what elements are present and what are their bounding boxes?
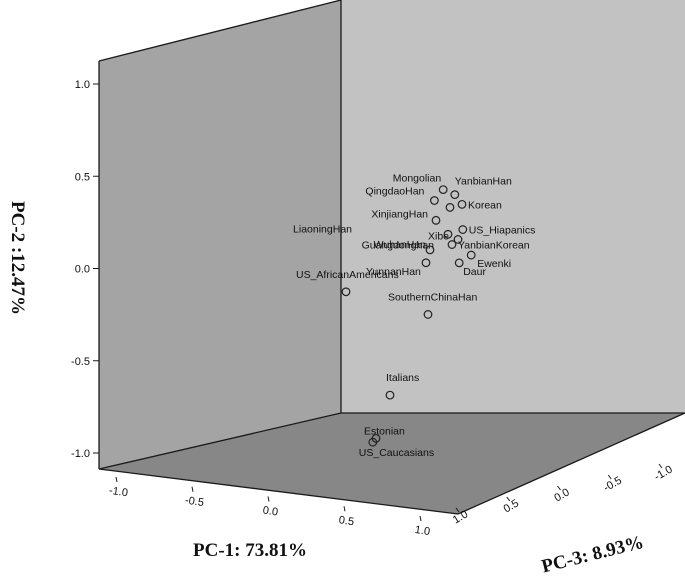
y-axis-title: PC-2 :12.47% xyxy=(7,201,28,315)
scatter-point: QingdaoHan xyxy=(365,186,439,205)
data-points: Mongolian YanbianHan QingdaoHan XinjiangHan… xyxy=(293,173,535,460)
x-tick-label: -0.5 xyxy=(184,495,204,510)
point-label: Korean xyxy=(468,199,502,211)
scatter-point: US_AfricanAmericans xyxy=(296,269,399,297)
point-marker xyxy=(466,250,476,260)
x-tick-label: 0.5 xyxy=(338,514,355,528)
point-label: WuhanHan xyxy=(374,239,427,251)
left-wall xyxy=(99,0,341,469)
point-label: YanbianHan xyxy=(455,176,512,188)
box-frame xyxy=(98,0,685,515)
point-label: XinjiangHan xyxy=(371,208,428,220)
point-marker xyxy=(431,215,441,225)
z-tick-mark xyxy=(455,507,460,513)
point-marker xyxy=(457,199,467,209)
y-tick-label: -0.5 xyxy=(71,356,90,368)
point-label: LiaoningHan xyxy=(293,223,352,235)
point-marker xyxy=(445,203,455,212)
z-tick-mark xyxy=(658,463,663,469)
x-tick-label: -1.0 xyxy=(108,485,128,500)
scatter-point: Daur xyxy=(454,258,486,278)
point-label: YanbianKorean xyxy=(458,240,530,252)
point-label: YunnanHan xyxy=(366,266,421,278)
x-axis-title: PC-1: 73.81% xyxy=(193,540,307,561)
point-label: Xibe xyxy=(428,230,449,242)
scatter-point: Italians xyxy=(385,372,419,400)
scatter-point: Korean xyxy=(457,199,502,211)
point-label: Italians xyxy=(386,372,419,384)
back-wall xyxy=(341,0,685,413)
x-tick-mark xyxy=(191,486,194,492)
scatter-point: Xibe xyxy=(428,230,463,244)
x-tick-label: 0.0 xyxy=(262,505,279,519)
point-label: SouthernChinaHan xyxy=(388,291,477,303)
point-label: Daur xyxy=(463,266,486,278)
scatter-point: Guangdonghan xyxy=(362,229,453,251)
point-marker xyxy=(443,229,453,239)
scatter-point: SouthernChinaHan xyxy=(388,291,477,319)
point-marker xyxy=(341,287,351,297)
z-tick-label: -0.5 xyxy=(602,474,624,494)
point-label: Guangdonghan xyxy=(362,239,435,251)
point-marker xyxy=(425,245,435,255)
z-tick-label: -1.0 xyxy=(652,463,674,483)
z-tick-label: 0.5 xyxy=(502,497,521,515)
point-marker xyxy=(454,258,464,268)
x-axis-ticks: -1.0 -0.5 0.0 0.5 1.0 xyxy=(108,476,431,538)
y-axis-ticks: 1.0 0.5 0.0 -0.5 -1.0 xyxy=(71,79,99,460)
point-label: Mongolian xyxy=(393,173,442,185)
y-tick-label: 0.0 xyxy=(75,264,90,276)
point-label: US_Hiapanics xyxy=(469,225,536,237)
point-label: US_Caucasians xyxy=(359,447,434,459)
x-tick-mark xyxy=(343,506,346,512)
point-marker xyxy=(421,258,431,268)
point-label: QingdaoHan xyxy=(365,186,424,198)
point-marker xyxy=(453,235,463,244)
floor xyxy=(99,413,685,514)
scatter-point: US_Hiapanics xyxy=(458,225,536,237)
z-axis-title: PC-3: 8.93% xyxy=(539,532,645,578)
point-marker xyxy=(438,185,448,195)
scatter-point: YanbianKorean xyxy=(447,240,530,252)
y-tick-label: -1.0 xyxy=(71,448,90,460)
scatter-point: Ewenki xyxy=(466,250,511,270)
y-tick-label: 1.0 xyxy=(75,79,90,91)
x-tick-mark xyxy=(419,515,422,522)
x-tick-label: 1.0 xyxy=(414,524,431,538)
point-marker xyxy=(430,196,439,205)
point-marker xyxy=(385,390,395,400)
scatter-point: US_Caucasians xyxy=(359,437,434,459)
scatter-point: XinjiangHan xyxy=(371,203,455,220)
z-tick-mark xyxy=(557,485,561,491)
x-tick-mark xyxy=(267,496,270,502)
point-marker xyxy=(368,437,378,447)
point-label: Estonian xyxy=(364,425,405,437)
x-tick-mark xyxy=(115,476,118,483)
scatter-point: Mongolian xyxy=(393,173,448,195)
point-marker xyxy=(423,310,433,319)
point-marker xyxy=(458,225,468,234)
scatter-point: YunnanHan xyxy=(366,258,431,278)
point-label: Ewenki xyxy=(477,258,511,270)
scatter-point: WuhanHan xyxy=(374,239,435,255)
point-marker xyxy=(447,240,457,249)
scatter-point: LiaoningHan xyxy=(293,215,441,235)
y-tick-label: 0.5 xyxy=(75,171,90,183)
point-label: US_AfricanAmericans xyxy=(296,269,399,281)
z-tick-label: 0.0 xyxy=(552,486,571,504)
z-tick-mark xyxy=(607,474,612,480)
point-marker xyxy=(450,190,460,200)
z-tick-mark xyxy=(506,496,511,502)
scatter-point: YanbianHan xyxy=(450,176,512,200)
